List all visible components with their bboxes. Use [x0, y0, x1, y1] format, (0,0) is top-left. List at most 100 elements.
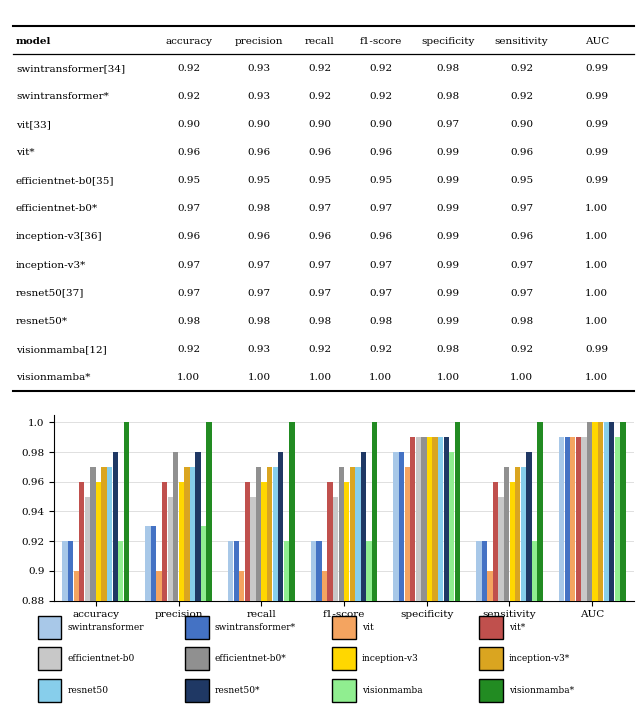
Bar [444, 438, 449, 728]
Text: 0.95: 0.95 [177, 176, 200, 186]
Text: 0.93: 0.93 [248, 92, 271, 101]
Bar [421, 438, 427, 728]
Text: 0.96: 0.96 [369, 149, 392, 157]
Text: 0.90: 0.90 [510, 120, 533, 129]
Text: sensitivity: sensitivity [495, 37, 548, 47]
Text: inception-v3[36]: inception-v3[36] [16, 232, 102, 242]
Text: 0.99: 0.99 [585, 64, 609, 73]
Text: 1.00: 1.00 [585, 261, 609, 269]
Text: 0.96: 0.96 [248, 232, 271, 242]
Bar [267, 467, 272, 728]
Text: 0.99: 0.99 [585, 345, 609, 354]
Bar [118, 541, 124, 728]
Bar [339, 467, 344, 728]
Text: 0.96: 0.96 [248, 149, 271, 157]
Text: 0.98: 0.98 [436, 92, 460, 101]
Bar [322, 571, 327, 728]
Bar [278, 452, 284, 728]
Bar [521, 467, 526, 728]
Bar [598, 422, 604, 728]
Text: 0.99: 0.99 [436, 317, 460, 325]
FancyBboxPatch shape [479, 647, 503, 670]
Text: 0.95: 0.95 [510, 176, 533, 186]
Text: inception-v3: inception-v3 [362, 654, 419, 663]
Text: 0.96: 0.96 [308, 149, 332, 157]
Text: vit[33]: vit[33] [16, 120, 51, 129]
Bar [509, 482, 515, 728]
Bar [493, 482, 498, 728]
Text: 0.98: 0.98 [436, 64, 460, 73]
Text: 0.99: 0.99 [436, 232, 460, 242]
Text: 0.92: 0.92 [369, 92, 392, 101]
Text: 0.92: 0.92 [369, 64, 392, 73]
Bar [620, 422, 625, 728]
Text: 0.98: 0.98 [177, 317, 200, 325]
Text: inception-v3*: inception-v3* [16, 261, 86, 269]
Text: 0.98: 0.98 [510, 317, 533, 325]
Text: 0.98: 0.98 [248, 317, 271, 325]
Bar [316, 541, 321, 728]
Text: swintransformer[34]: swintransformer[34] [16, 64, 125, 73]
Bar [593, 422, 598, 728]
Bar [355, 467, 360, 728]
Bar [184, 467, 189, 728]
Text: resnet50: resnet50 [67, 686, 108, 695]
Text: 0.90: 0.90 [308, 120, 332, 129]
Text: 0.95: 0.95 [369, 176, 392, 186]
Text: resnet50[37]: resnet50[37] [16, 288, 84, 298]
Bar [311, 541, 316, 728]
Text: efficientnet-b0*: efficientnet-b0* [16, 205, 98, 213]
FancyBboxPatch shape [479, 679, 503, 702]
Bar [367, 541, 372, 728]
FancyBboxPatch shape [332, 679, 356, 702]
Text: 0.92: 0.92 [510, 345, 533, 354]
Bar [107, 467, 113, 728]
Text: 0.92: 0.92 [177, 64, 200, 73]
Text: visionmamba: visionmamba [362, 686, 422, 695]
Bar [74, 571, 79, 728]
Bar [499, 496, 504, 728]
Bar [559, 438, 564, 728]
Text: 0.97: 0.97 [308, 288, 332, 298]
Text: vit*: vit* [16, 149, 35, 157]
Text: 0.92: 0.92 [308, 345, 332, 354]
Bar [90, 467, 95, 728]
Bar [487, 571, 493, 728]
Text: swintransformer: swintransformer [67, 622, 144, 632]
Text: 1.00: 1.00 [308, 373, 332, 382]
Text: visionmamba*: visionmamba* [16, 373, 90, 382]
FancyBboxPatch shape [38, 616, 61, 638]
Bar [482, 541, 487, 728]
Bar [239, 571, 244, 728]
Text: 0.98: 0.98 [369, 317, 392, 325]
FancyBboxPatch shape [38, 679, 61, 702]
Bar [113, 452, 118, 728]
Text: 0.99: 0.99 [436, 205, 460, 213]
Bar [575, 438, 581, 728]
Bar [449, 452, 454, 728]
Text: visionmamba*: visionmamba* [509, 686, 574, 695]
Text: 0.95: 0.95 [248, 176, 271, 186]
Text: 0.97: 0.97 [510, 288, 533, 298]
Text: vit: vit [362, 622, 374, 632]
Bar [609, 422, 614, 728]
Text: 0.92: 0.92 [510, 64, 533, 73]
Text: 1.00: 1.00 [248, 373, 271, 382]
Bar [438, 438, 444, 728]
Bar [433, 438, 438, 728]
Text: 1.00: 1.00 [585, 288, 609, 298]
Bar [333, 496, 339, 728]
Bar [156, 571, 162, 728]
Bar [124, 422, 129, 728]
Text: efficientnet-b0*: efficientnet-b0* [214, 654, 286, 663]
FancyBboxPatch shape [38, 647, 61, 670]
Text: 1.00: 1.00 [177, 373, 200, 382]
Text: resnet50*: resnet50* [16, 317, 68, 325]
Bar [538, 422, 543, 728]
Text: 0.99: 0.99 [585, 176, 609, 186]
Bar [151, 526, 156, 728]
FancyBboxPatch shape [185, 679, 209, 702]
Bar [96, 482, 101, 728]
Text: 0.97: 0.97 [308, 205, 332, 213]
Text: 0.97: 0.97 [177, 261, 200, 269]
